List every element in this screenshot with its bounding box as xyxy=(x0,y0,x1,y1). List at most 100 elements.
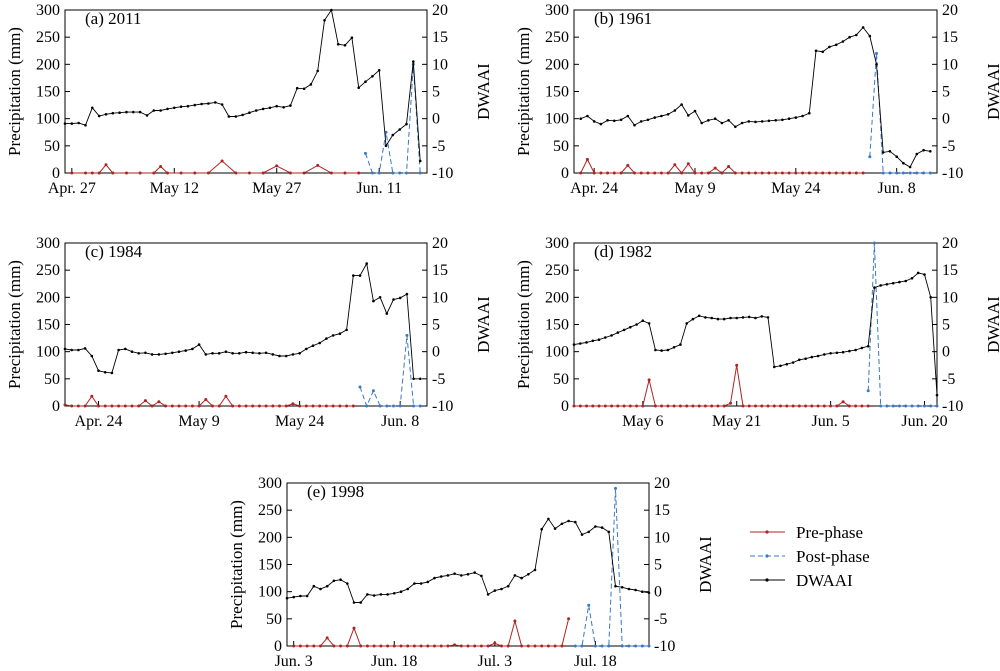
data-point xyxy=(929,150,932,153)
data-point xyxy=(787,117,791,120)
data-point xyxy=(247,171,251,175)
data-point xyxy=(767,171,771,175)
data-point xyxy=(801,114,804,118)
y-tick-label: 50 xyxy=(553,138,569,155)
y-tick-label: 200 xyxy=(545,289,569,306)
data-point xyxy=(244,404,248,408)
data-point xyxy=(251,404,255,408)
x-tick-label: May 9 xyxy=(674,180,715,197)
legend-label: Post-phase xyxy=(796,547,870,566)
data-point xyxy=(895,171,899,175)
data-point xyxy=(399,644,403,648)
data-point xyxy=(585,404,588,408)
data-point xyxy=(626,114,630,118)
data-point xyxy=(827,171,831,175)
data-point xyxy=(599,171,603,175)
data-point xyxy=(193,103,197,107)
data-point xyxy=(691,404,695,408)
data-point xyxy=(872,241,876,245)
data-point xyxy=(653,171,657,175)
x-tick-label: May 12 xyxy=(150,180,199,197)
data-point xyxy=(834,43,838,47)
data-point xyxy=(179,171,183,175)
y2-tick-label: 0 xyxy=(942,344,950,361)
x-tick-label: May 6 xyxy=(622,413,663,430)
data-point xyxy=(506,584,510,588)
data-point xyxy=(678,404,682,408)
data-point xyxy=(345,404,349,408)
data-point xyxy=(741,404,745,408)
y2-tick-label: 5 xyxy=(654,557,662,574)
data-point xyxy=(426,580,430,584)
data-point xyxy=(533,568,537,572)
data-point xyxy=(170,404,174,408)
x-tick-label: Jul. 18 xyxy=(574,653,617,670)
data-point xyxy=(372,644,376,648)
data-point xyxy=(97,404,100,408)
data-point xyxy=(386,593,389,596)
y2-tick-label: -5 xyxy=(942,138,955,155)
data-point xyxy=(130,404,134,408)
data-point xyxy=(622,328,626,332)
data-point xyxy=(312,584,316,588)
data-point xyxy=(635,404,639,408)
data-point xyxy=(186,104,190,108)
data-point xyxy=(298,352,301,355)
y-tick-label: 0 xyxy=(274,638,282,655)
data-point xyxy=(157,400,161,404)
data-point xyxy=(111,171,115,175)
data-point xyxy=(823,353,826,356)
data-point xyxy=(418,171,422,175)
data-point xyxy=(672,404,676,408)
data-point xyxy=(875,63,878,66)
data-point xyxy=(691,317,695,321)
data-point xyxy=(191,347,194,351)
data-point xyxy=(560,522,564,526)
y2-axis-label: DWAAI xyxy=(696,536,715,593)
series-line xyxy=(293,618,570,647)
data-point xyxy=(486,593,490,596)
data-point xyxy=(132,110,135,114)
data-point xyxy=(217,352,221,355)
data-point xyxy=(647,591,651,595)
data-point xyxy=(791,404,795,408)
data-point xyxy=(466,644,470,648)
data-point xyxy=(231,404,235,408)
data-point xyxy=(553,644,557,648)
y-tick-label: 150 xyxy=(36,84,60,101)
data-point xyxy=(345,328,348,332)
data-point xyxy=(97,171,101,175)
x-tick-label: Jun. 5 xyxy=(811,413,849,430)
data-point xyxy=(204,398,208,401)
y-axis-label: Precipitation (mm) xyxy=(227,500,246,629)
data-point xyxy=(453,572,456,575)
data-point xyxy=(110,371,114,375)
y-tick-label: 150 xyxy=(36,317,60,334)
data-point xyxy=(418,159,422,163)
data-point xyxy=(760,315,764,318)
data-point xyxy=(365,404,369,408)
data-point xyxy=(520,644,524,648)
data-point xyxy=(179,105,183,108)
data-point xyxy=(271,353,275,356)
data-point xyxy=(797,404,801,408)
data-point xyxy=(646,118,650,122)
data-point xyxy=(70,122,74,125)
data-point xyxy=(207,102,210,105)
data-point xyxy=(700,171,704,175)
panel-title: (c) 1984 xyxy=(85,242,143,261)
data-point xyxy=(897,404,901,408)
data-point xyxy=(729,401,732,405)
x-tick-label: Jun. 20 xyxy=(901,413,947,430)
data-point xyxy=(666,404,670,408)
data-point xyxy=(729,316,732,320)
data-point xyxy=(680,103,683,106)
y-tick-label: 150 xyxy=(545,84,569,101)
data-point xyxy=(366,593,369,596)
series-line xyxy=(64,262,421,380)
data-point xyxy=(110,404,114,408)
data-point xyxy=(77,121,80,125)
data-point xyxy=(152,171,156,175)
data-point xyxy=(915,152,919,156)
